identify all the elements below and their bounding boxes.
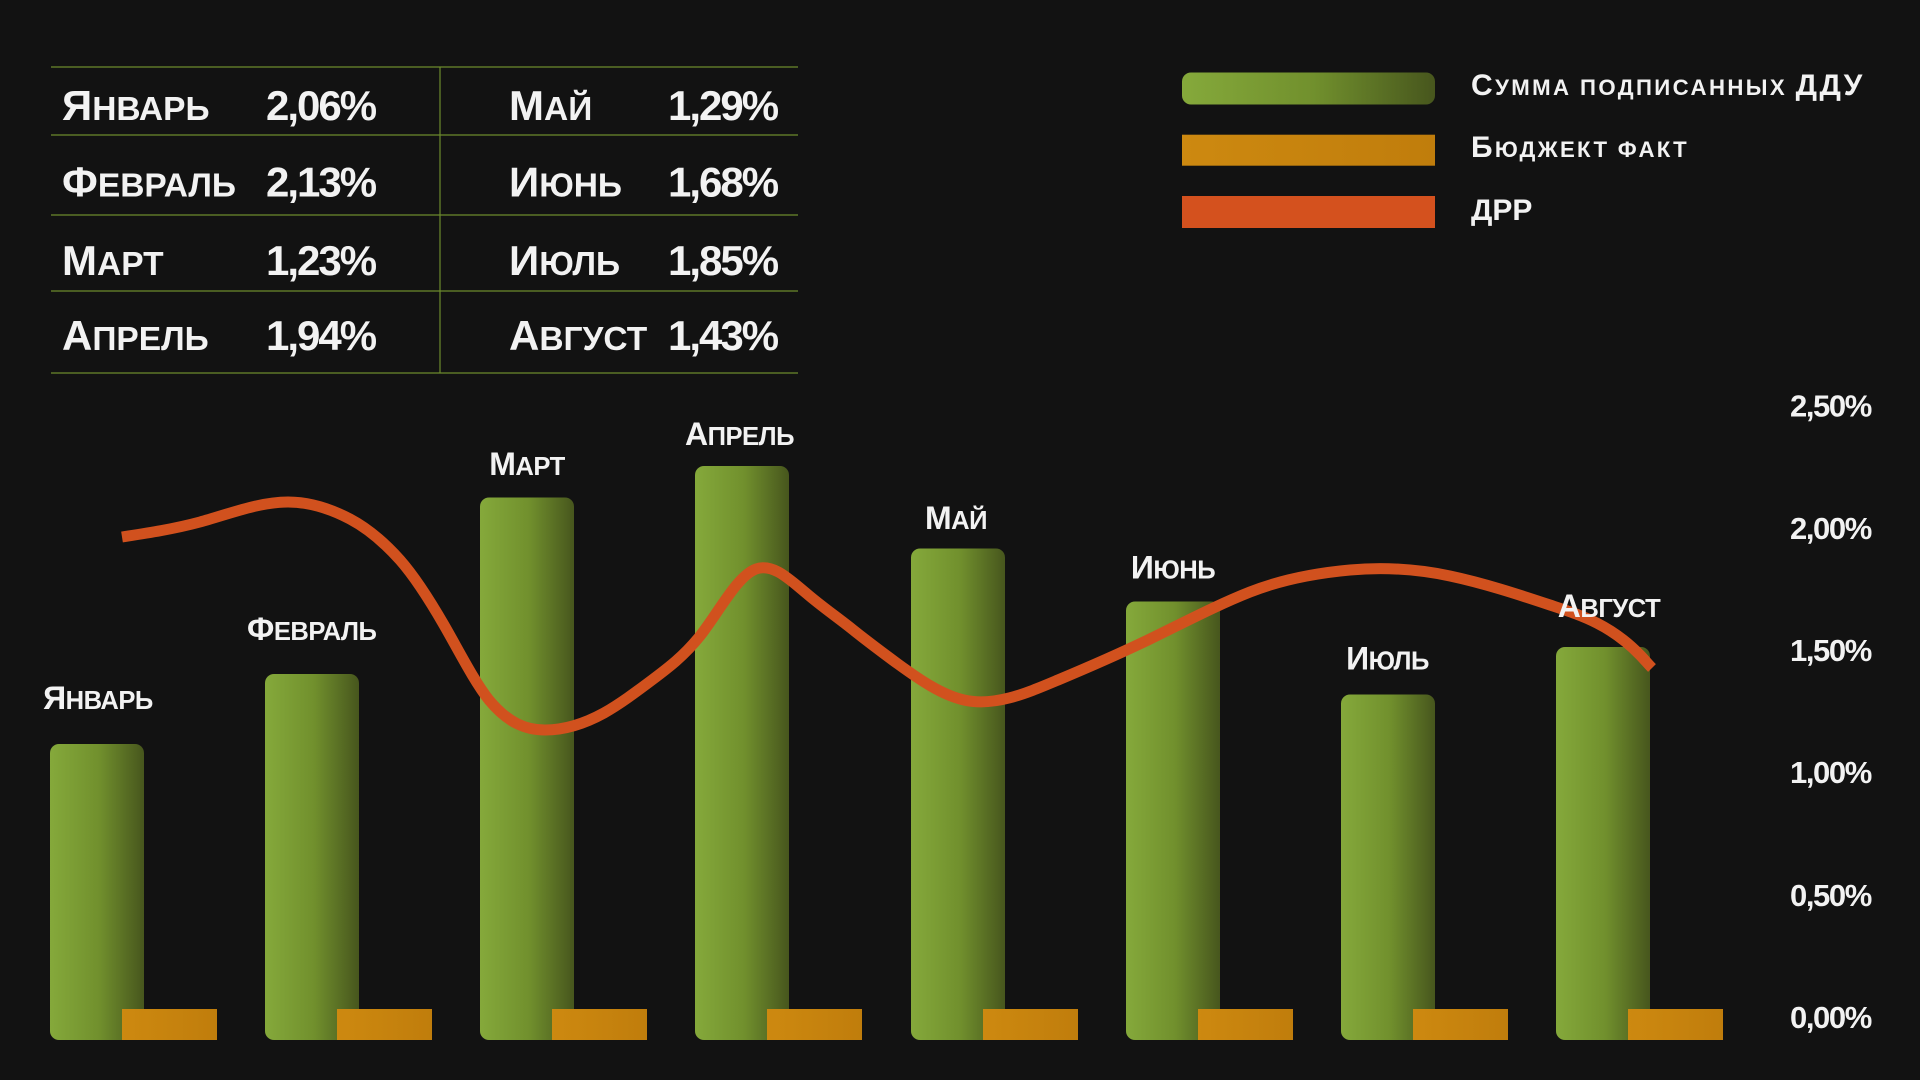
svg-text:ИЮЛЬ: ИЮЛЬ <box>509 237 620 284</box>
svg-text:1,43%: 1,43% <box>668 312 779 359</box>
svg-text:МАРТ: МАРТ <box>489 446 565 482</box>
svg-text:2,00%: 2,00% <box>1790 511 1872 546</box>
svg-text:ЯНВАРЬ: ЯНВАРЬ <box>43 680 153 716</box>
svg-text:ИЮНЬ: ИЮНЬ <box>1131 550 1215 586</box>
svg-text:АВГУСТ: АВГУСТ <box>509 312 648 359</box>
svg-text:2,50%: 2,50% <box>1790 389 1872 424</box>
svg-text:1,29%: 1,29% <box>668 82 779 129</box>
svg-text:АПРЕЛЬ: АПРЕЛЬ <box>685 416 794 452</box>
svg-text:АВГУСТ: АВГУСТ <box>1558 588 1661 624</box>
svg-text:МАЙ: МАЙ <box>925 500 987 536</box>
svg-text:1,23%: 1,23% <box>266 237 377 284</box>
svg-text:0,50%: 0,50% <box>1790 878 1872 913</box>
svg-text:ДРР: ДРР <box>1471 194 1532 227</box>
svg-text:2,13%: 2,13% <box>266 159 377 206</box>
svg-text:МАЙ: МАЙ <box>509 82 592 129</box>
svg-text:ИЮНЬ: ИЮНЬ <box>509 159 622 206</box>
svg-text:1,85%: 1,85% <box>668 237 779 284</box>
svg-text:1,00%: 1,00% <box>1790 755 1872 790</box>
svg-text:1,50%: 1,50% <box>1790 633 1872 668</box>
svg-text:ФЕВРАЛЬ: ФЕВРАЛЬ <box>247 611 376 647</box>
svg-text:1,68%: 1,68% <box>668 159 779 206</box>
svg-text:ФЕВРАЛЬ: ФЕВРАЛЬ <box>62 159 236 206</box>
svg-text:0,00%: 0,00% <box>1790 1000 1872 1035</box>
svg-text:1,94%: 1,94% <box>266 312 377 359</box>
svg-text:МАРТ: МАРТ <box>62 237 164 284</box>
svg-text:2,06%: 2,06% <box>266 82 377 129</box>
svg-text:АПРЕЛЬ: АПРЕЛЬ <box>62 312 209 359</box>
svg-text:БЮДЖЕКТ ФАКТ: БЮДЖЕКТ ФАКТ <box>1471 131 1689 164</box>
svg-text:ЯНВАРЬ: ЯНВАРЬ <box>62 82 210 129</box>
svg-text:СУММА ПОДПИСАННЫХ ДДУ: СУММА ПОДПИСАННЫХ ДДУ <box>1471 69 1865 102</box>
svg-text:ИЮЛЬ: ИЮЛЬ <box>1346 641 1429 677</box>
